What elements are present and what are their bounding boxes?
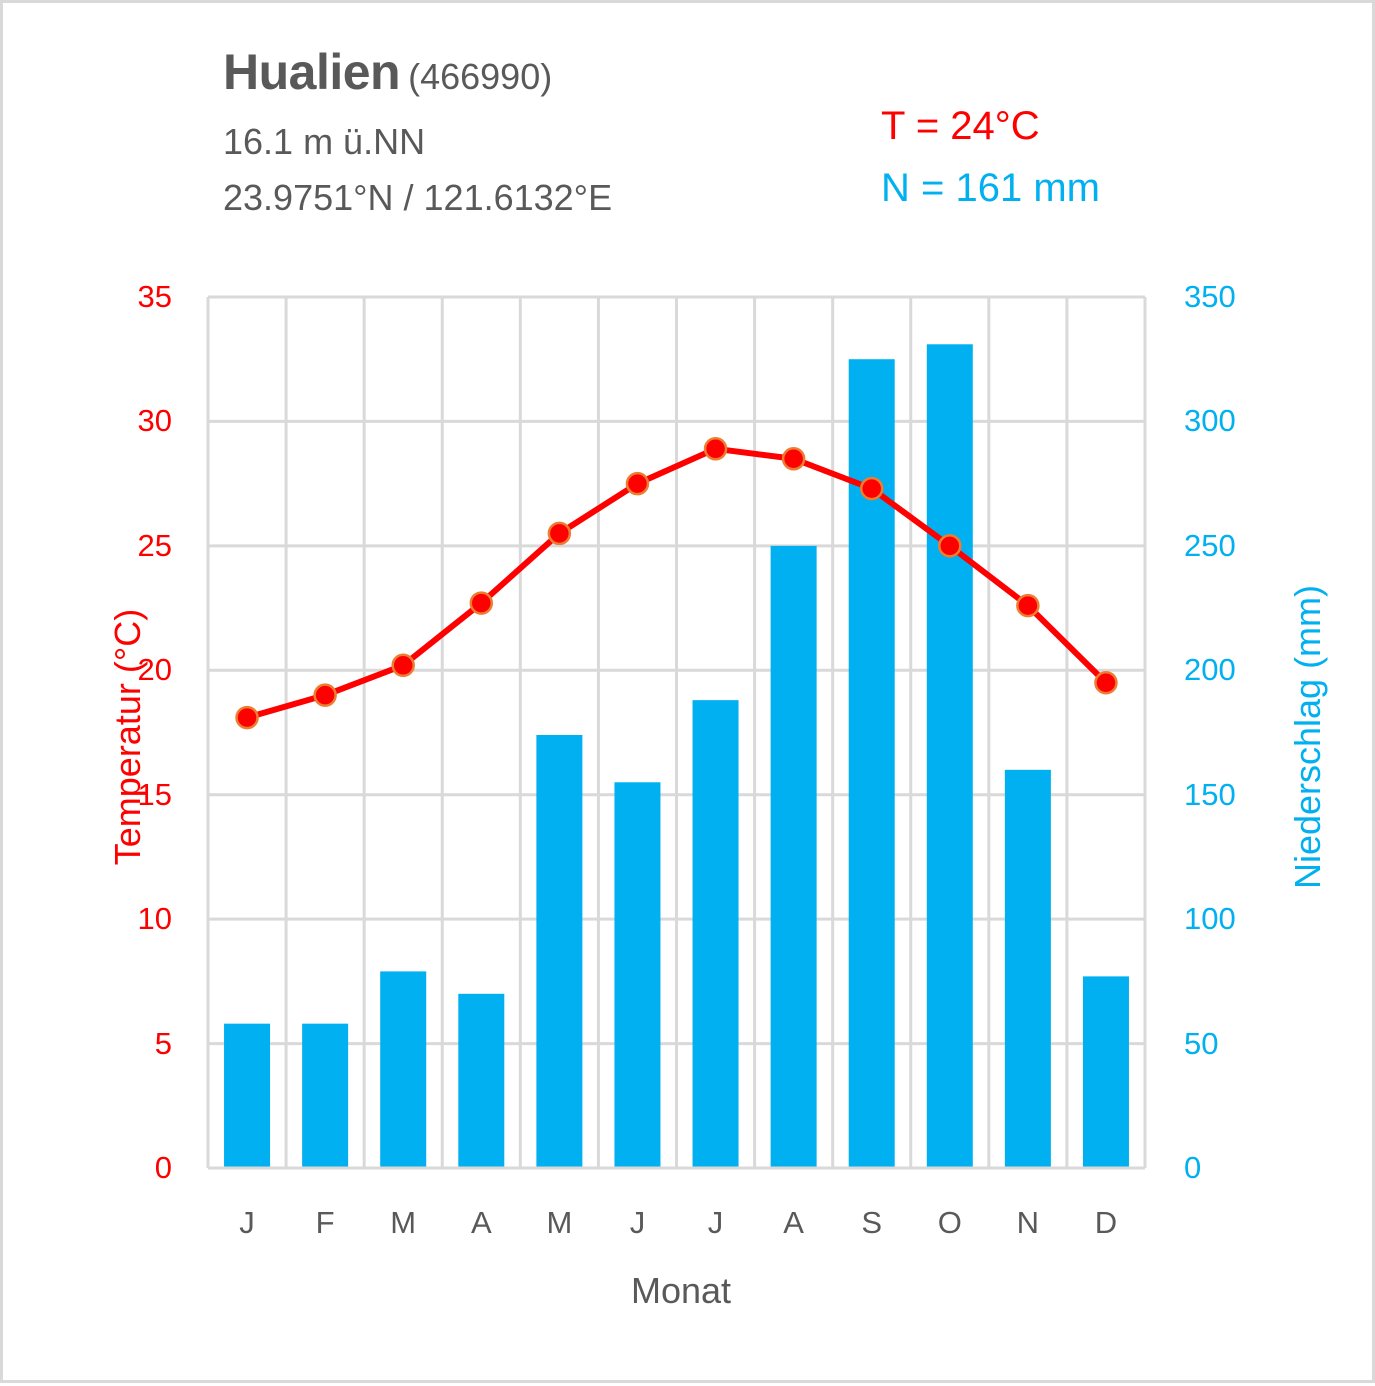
left-axis-tick: 5 — [154, 1025, 172, 1061]
month-tick: J — [707, 1205, 724, 1240]
precipitation-bar — [380, 971, 427, 1167]
month-tick: M — [546, 1205, 573, 1240]
precipitation-bar — [224, 1023, 271, 1167]
left-axis-tick: 35 — [137, 279, 172, 314]
precipitation-bar — [614, 782, 661, 1167]
temperature-marker — [859, 476, 884, 501]
precipitation-bar — [458, 993, 505, 1167]
left-axis-tick: 10 — [137, 901, 172, 937]
right-axis-tick: 150 — [1184, 776, 1236, 812]
month-tick: F — [315, 1205, 335, 1240]
precipitation-bar — [1082, 976, 1129, 1167]
left-axis-tick: 15 — [137, 776, 172, 812]
right-axis-title: Niederschlag (mm) — [1287, 584, 1328, 890]
right-axis-tick: 0 — [1184, 1150, 1202, 1185]
month-tick: J — [629, 1205, 646, 1240]
temperature-marker — [1016, 593, 1040, 618]
annual-precipitation-label: N = 161 mm — [881, 166, 1100, 210]
right-axis-tick: 100 — [1184, 901, 1236, 937]
mean-temperature-label: T = 24°C — [881, 104, 1040, 148]
temperature-line — [246, 445, 1109, 721]
month-tick: A — [783, 1205, 804, 1240]
month-tick: J — [239, 1205, 255, 1240]
left-axis-tick: 30 — [137, 403, 172, 439]
precipitation-bar — [692, 700, 739, 1167]
left-axis-title: Temperatur (°C) — [107, 608, 148, 866]
temperature-marker — [703, 437, 728, 461]
precipitation-bar — [1004, 769, 1051, 1167]
temperature-marker — [313, 683, 337, 707]
temperature-marker — [469, 591, 494, 615]
precipitation-bar — [926, 344, 973, 1167]
coordinates-label: 23.9751°N / 121.6132°E — [223, 177, 613, 218]
temperature-marker — [625, 471, 650, 496]
station-id: (466990) — [408, 56, 553, 97]
month-tick: N — [1016, 1205, 1040, 1240]
precipitation-bar — [302, 1023, 349, 1167]
month-tick: M — [390, 1205, 417, 1240]
chart-title: Hualien (466990) — [223, 43, 552, 101]
precipitation-bar — [770, 545, 817, 1167]
temperature-marker — [938, 534, 962, 558]
month-tick: O — [937, 1205, 962, 1240]
temperature-marker — [391, 653, 415, 678]
temperature-marker — [235, 705, 259, 730]
month-tick: D — [1094, 1205, 1118, 1240]
station-name: Hualien — [223, 44, 401, 100]
month-tick: A — [470, 1205, 492, 1240]
left-axis-tick: 0 — [154, 1150, 172, 1185]
temperature-marker — [781, 447, 806, 471]
right-axis-tick: 350 — [1184, 279, 1236, 314]
temperature-marker — [1094, 670, 1118, 695]
left-axis-tick: 25 — [137, 527, 172, 563]
month-tick: S — [861, 1205, 883, 1240]
x-axis-title: Monat — [630, 1270, 732, 1311]
right-axis-tick: 250 — [1184, 527, 1236, 563]
left-axis-tick: 20 — [137, 652, 172, 688]
precipitation-bar — [536, 734, 583, 1167]
plot-area — [206, 295, 1147, 1170]
elevation-label: 16.1 m ü.NN — [223, 121, 426, 162]
right-axis-tick: 300 — [1184, 403, 1236, 439]
right-axis-tick: 200 — [1184, 652, 1236, 688]
right-axis-tick: 50 — [1184, 1025, 1219, 1061]
temperature-marker — [547, 521, 572, 546]
